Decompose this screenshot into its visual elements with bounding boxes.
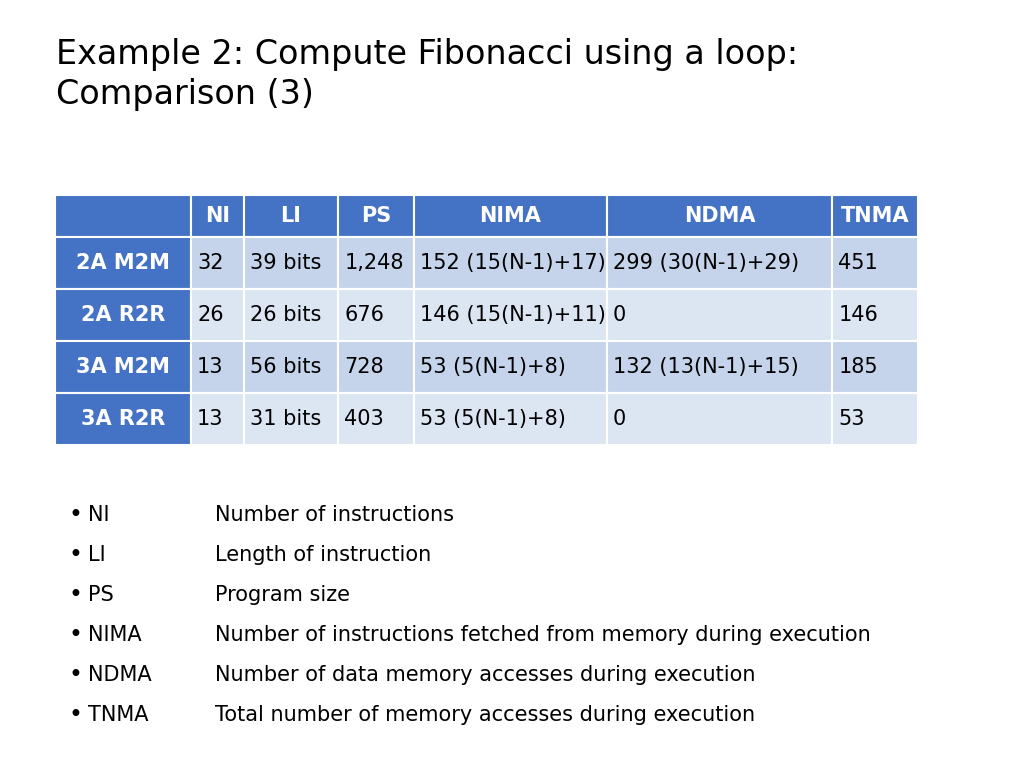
Text: Total number of memory accesses during execution: Total number of memory accesses during e… (215, 705, 755, 725)
Text: 152 (15(N-1)+17): 152 (15(N-1)+17) (420, 253, 605, 273)
Text: NDMA: NDMA (88, 665, 152, 685)
Text: 299 (30(N-1)+29): 299 (30(N-1)+29) (613, 253, 799, 273)
Text: 56 bits: 56 bits (250, 357, 321, 377)
Text: Number of instructions fetched from memory during execution: Number of instructions fetched from memo… (215, 625, 870, 645)
Text: Length of instruction: Length of instruction (215, 545, 431, 565)
Text: 676: 676 (344, 305, 384, 325)
Text: Number of instructions: Number of instructions (215, 505, 454, 525)
Text: •: • (68, 663, 82, 687)
Text: Program size: Program size (215, 585, 350, 605)
Text: 146 (15(N-1)+11): 146 (15(N-1)+11) (420, 305, 605, 325)
Text: NI: NI (88, 505, 110, 525)
Text: •: • (68, 703, 82, 727)
Text: Example 2: Compute Fibonacci using a loop:
Comparison (3): Example 2: Compute Fibonacci using a loo… (56, 38, 799, 111)
Text: •: • (68, 503, 82, 527)
Text: 132 (13(N-1)+15): 132 (13(N-1)+15) (613, 357, 799, 377)
Text: 13: 13 (198, 357, 223, 377)
Text: 2A R2R: 2A R2R (81, 305, 165, 325)
Text: NIMA: NIMA (479, 206, 542, 226)
Text: 26 bits: 26 bits (250, 305, 321, 325)
Text: 3A R2R: 3A R2R (81, 409, 165, 429)
Text: 26: 26 (198, 305, 224, 325)
Text: 146: 146 (839, 305, 879, 325)
Text: 403: 403 (344, 409, 384, 429)
Text: •: • (68, 543, 82, 567)
Text: TNMA: TNMA (841, 206, 909, 226)
Text: LI: LI (88, 545, 105, 565)
Text: PS: PS (88, 585, 114, 605)
Text: NI: NI (205, 206, 229, 226)
Text: PS: PS (360, 206, 391, 226)
Text: 31 bits: 31 bits (250, 409, 321, 429)
Text: 39 bits: 39 bits (250, 253, 321, 273)
Text: 3A M2M: 3A M2M (76, 357, 170, 377)
Text: 2A M2M: 2A M2M (76, 253, 170, 273)
Text: NDMA: NDMA (684, 206, 756, 226)
Text: 13: 13 (198, 409, 223, 429)
Text: •: • (68, 623, 82, 647)
Text: 185: 185 (839, 357, 878, 377)
Text: 32: 32 (198, 253, 223, 273)
Text: 1,248: 1,248 (344, 253, 403, 273)
Text: 0: 0 (613, 409, 627, 429)
Text: LI: LI (281, 206, 301, 226)
Text: TNMA: TNMA (88, 705, 148, 725)
Text: •: • (68, 583, 82, 607)
Text: Number of data memory accesses during execution: Number of data memory accesses during ex… (215, 665, 756, 685)
Text: 451: 451 (839, 253, 879, 273)
Text: 53 (5(N-1)+8): 53 (5(N-1)+8) (420, 357, 565, 377)
Text: 0: 0 (613, 305, 627, 325)
Text: 728: 728 (344, 357, 384, 377)
Text: 53: 53 (839, 409, 865, 429)
Text: NIMA: NIMA (88, 625, 141, 645)
Text: 53 (5(N-1)+8): 53 (5(N-1)+8) (420, 409, 565, 429)
